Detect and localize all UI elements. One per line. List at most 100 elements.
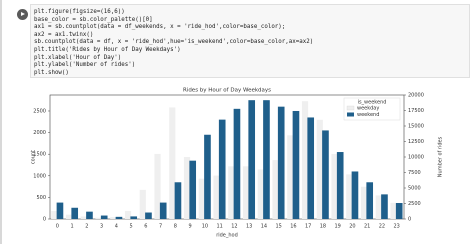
code: plt.figure(figsize=(16,6)) base_color = s… — [34, 9, 313, 77]
x-tick-label: 2 — [85, 224, 88, 230]
bar — [316, 119, 323, 219]
code-line: base_color = sb.color_palette()[0] — [34, 16, 153, 23]
bar — [183, 157, 191, 219]
x-tick-label: 1 — [71, 224, 74, 230]
bar — [80, 216, 87, 219]
bar — [154, 153, 161, 219]
x-tick-label: 8 — [174, 224, 177, 230]
code-line: ax1 = sb.countplot(data = df_weekends, x… — [34, 24, 286, 31]
x-tick-label: 0 — [56, 224, 59, 230]
bar — [130, 216, 138, 219]
legend — [343, 97, 401, 121]
bar — [366, 182, 374, 219]
x-tick-label: 14 — [261, 224, 267, 230]
x-tick-label: 19 — [334, 224, 340, 230]
x-tick-label: 5 — [130, 224, 133, 230]
y2-tick-label: 20000 — [408, 93, 424, 99]
bar — [307, 117, 315, 219]
y-tick-label: 2500 — [33, 108, 46, 114]
bar — [56, 202, 64, 219]
bar — [277, 106, 285, 219]
x-tick-label: 15 — [275, 224, 281, 230]
y2-axis-label: Number of rides — [438, 136, 444, 177]
bar — [95, 217, 102, 219]
bar — [301, 101, 309, 219]
bar — [351, 171, 359, 219]
gutter — [0, 0, 2, 244]
code-line: plt.title('Rides by Hour of Day Weekdays… — [34, 46, 181, 53]
code-line: plt.ylabel('Number of rides') — [34, 62, 136, 69]
legend-label: weekday — [357, 106, 379, 112]
x-axis-label: ride_hod — [216, 233, 238, 239]
x-tick-label: 18 — [320, 224, 326, 230]
bar — [292, 110, 300, 219]
y-tick-label: 0 — [43, 217, 46, 223]
bar — [395, 203, 403, 219]
x-tick-label: 22 — [379, 224, 385, 230]
x-tick-label: 3 — [100, 224, 103, 230]
y2-tick-label: 12500 — [408, 139, 424, 145]
legend-title: is_weekend — [358, 100, 387, 106]
bar — [218, 119, 226, 219]
bar — [381, 194, 388, 219]
bar — [139, 189, 146, 219]
legend-swatch — [347, 112, 354, 117]
bar — [375, 195, 382, 219]
bar — [287, 135, 294, 219]
bar — [198, 178, 205, 219]
bar — [115, 216, 123, 219]
bar — [169, 107, 176, 219]
y2-tick-label: 10000 — [408, 155, 424, 161]
x-tick-label: 11 — [216, 224, 222, 230]
code-line: plt.show() — [34, 69, 69, 76]
x-tick-label: 23 — [393, 224, 399, 230]
bar — [346, 174, 353, 219]
y-tick-label: 2000 — [33, 130, 46, 136]
bar — [124, 210, 132, 219]
bar — [110, 217, 117, 219]
x-tick-label: 9 — [189, 224, 192, 230]
y2-tick-label: 15000 — [408, 124, 424, 130]
x-tick-label: 7 — [159, 224, 162, 230]
legend-label: weekend — [357, 112, 379, 118]
x-tick-label: 20 — [349, 224, 355, 230]
code-line: plt.figure(figsize=(16,6)) — [34, 9, 125, 15]
y-axis-label: count — [31, 150, 37, 164]
bar — [71, 207, 79, 219]
x-tick-label: 10 — [202, 224, 208, 230]
y2-tick-label: 2500 — [408, 201, 421, 207]
x-tick-label: 16 — [290, 224, 296, 230]
bar — [86, 211, 93, 219]
x-tick-label: 4 — [115, 224, 118, 230]
code-line: plt.xlabel('Hour of Day') — [34, 54, 122, 61]
bar — [189, 160, 197, 219]
bar — [159, 202, 167, 219]
x-tick-label: 13 — [246, 224, 252, 230]
bar — [204, 134, 211, 219]
bar — [331, 153, 338, 219]
bar — [336, 152, 344, 219]
bar — [242, 166, 250, 219]
bar — [263, 100, 270, 219]
x-tick-label: 6 — [144, 224, 147, 230]
bar — [100, 215, 108, 219]
y-tick-label: 500 — [36, 195, 46, 201]
bar — [360, 186, 368, 219]
bar — [51, 210, 58, 219]
y2-tick-label: 17500 — [408, 108, 424, 114]
bar — [233, 108, 241, 219]
bar — [213, 175, 220, 219]
chart-title: Rides by Hour of Day Weekdays — [183, 88, 271, 94]
bar — [257, 169, 264, 219]
run-button[interactable] — [17, 9, 28, 20]
bar — [228, 166, 235, 219]
code-cell[interactable] — [30, 4, 470, 78]
y-tick-label: 1000 — [33, 173, 46, 179]
y2-tick-label: 5000 — [408, 186, 421, 192]
legend-swatch — [346, 105, 355, 111]
y2-tick-label: 7500 — [408, 170, 421, 176]
y-tick-label: 1500 — [33, 152, 46, 158]
code-line: ax2 = ax1.twinx() — [34, 31, 94, 38]
